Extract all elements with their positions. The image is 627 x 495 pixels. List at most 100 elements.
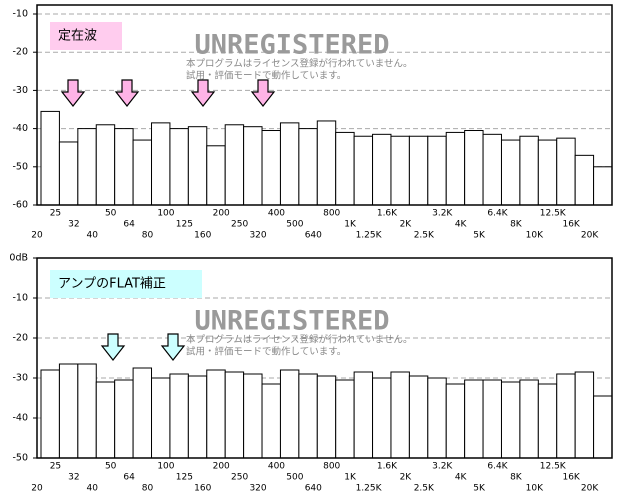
x-tick-label: 40	[87, 231, 99, 241]
bar	[261, 383, 281, 459]
annotation: 定在波	[58, 29, 97, 44]
bar	[445, 383, 466, 459]
x-tick-label: 20	[31, 484, 43, 494]
x-tick-label: 800	[323, 462, 340, 472]
bar	[95, 124, 116, 206]
bar	[408, 375, 429, 459]
bar	[224, 371, 245, 459]
bar	[519, 135, 539, 206]
x-tick-label: 12.5K	[540, 209, 567, 219]
bar	[537, 139, 558, 206]
arrow	[114, 79, 140, 107]
x-tick-label: 16K	[562, 473, 580, 483]
bar	[132, 367, 153, 459]
x-tick-label: 320	[249, 484, 266, 494]
x-tick-label: 32	[68, 473, 79, 483]
bar	[132, 139, 153, 206]
y-tick-label: -40	[12, 123, 28, 134]
plot-frame	[36, 257, 613, 459]
arrow	[190, 79, 216, 107]
x-tick-label: 800	[323, 209, 340, 219]
bar	[58, 363, 79, 459]
bar	[261, 130, 281, 206]
chart-1: -60-50-40-30-20-102025324050648010012516…	[12, 4, 613, 241]
x-tick-label: 20K	[581, 231, 599, 241]
bar	[298, 373, 318, 459]
y-tick-label: -20	[12, 47, 28, 58]
bar	[114, 379, 134, 459]
bar	[224, 124, 245, 206]
bar	[427, 377, 447, 459]
x-tick-label: 8K	[510, 473, 523, 483]
watermark-line: 本プログラムはライセンス登録が行われていません。	[186, 334, 412, 346]
x-tick-label: 250	[231, 473, 248, 483]
y-tick-label: -10	[12, 9, 28, 20]
bar	[353, 371, 374, 459]
bar	[390, 135, 410, 206]
bar	[537, 383, 558, 459]
x-tick-label: 20K	[581, 484, 599, 494]
x-tick-label: 160	[194, 231, 211, 241]
annotation: アンプのFLAT補正	[58, 277, 166, 292]
x-tick-label: 320	[249, 231, 266, 241]
arrow	[160, 333, 186, 361]
x-tick-label: 640	[305, 231, 322, 241]
bar	[316, 120, 337, 206]
y-tick-label: -40	[12, 413, 28, 424]
bar	[279, 369, 300, 459]
y-tick-label: -30	[12, 373, 28, 384]
x-tick-label: 640	[305, 484, 322, 494]
x-tick-label: 6.4K	[487, 462, 508, 472]
bar	[372, 133, 392, 206]
watermark-line: 試用・評価モードで動作しています。	[186, 346, 346, 358]
bar	[279, 122, 300, 206]
x-tick-label: 5K	[473, 484, 486, 494]
x-tick-label: 1.6K	[377, 209, 398, 219]
bar	[40, 369, 60, 459]
y-tick-label: -10	[12, 293, 28, 304]
bar	[445, 131, 466, 206]
x-tick-label: 5K	[473, 231, 486, 241]
x-tick-label: 400	[268, 462, 285, 472]
x-tick-label: 25	[50, 209, 61, 219]
x-tick-label: 50	[105, 462, 117, 472]
arrow	[60, 79, 86, 107]
bar	[40, 110, 60, 206]
y-tick-label: -60	[12, 200, 28, 211]
x-tick-label: 10K	[526, 484, 544, 494]
x-tick-label: 1.25K	[356, 484, 383, 494]
x-tick-label: 2.5K	[414, 484, 435, 494]
bar	[390, 371, 410, 459]
x-tick-label: 100	[157, 209, 174, 219]
x-tick-label: 32	[68, 220, 79, 230]
watermark-line: 本プログラムはライセンス登録が行われていません。	[186, 58, 412, 70]
bar	[593, 166, 613, 206]
bar	[243, 373, 263, 459]
annotation-box	[50, 22, 122, 50]
bar	[353, 135, 374, 206]
x-tick-label: 2K	[400, 473, 413, 483]
y-tick-label: -50	[12, 453, 28, 464]
bar	[574, 154, 595, 206]
bar	[556, 137, 576, 206]
bar	[556, 373, 576, 459]
bar	[206, 369, 226, 459]
bar	[169, 373, 189, 459]
x-tick-label: 6.4K	[487, 209, 508, 219]
bar	[482, 379, 502, 459]
x-tick-label: 500	[286, 220, 303, 230]
bar	[335, 131, 355, 206]
x-tick-label: 4K	[455, 220, 468, 230]
bar	[151, 377, 171, 459]
x-tick-label: 100	[157, 462, 174, 472]
chart-2: -50-40-30-20-100dB2025324050648010012516…	[9, 253, 613, 494]
bar	[243, 126, 263, 206]
bar	[372, 377, 392, 459]
x-tick-label: 3.2K	[432, 462, 453, 472]
bar	[427, 135, 447, 206]
arrow	[250, 79, 276, 107]
bar	[298, 128, 318, 206]
x-tick-label: 2.5K	[414, 231, 435, 241]
bar	[95, 381, 116, 459]
x-tick-label: 400	[268, 209, 285, 219]
